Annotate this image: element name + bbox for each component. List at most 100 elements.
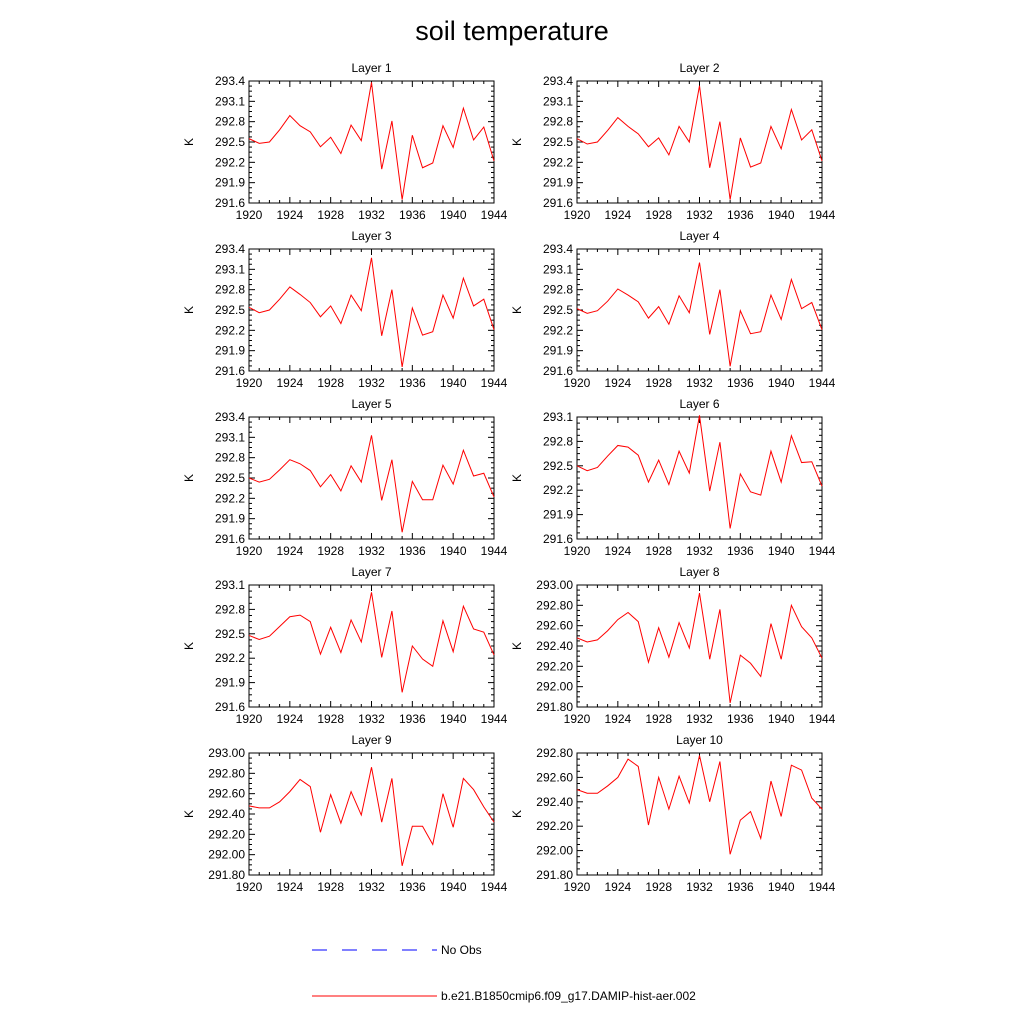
y-tick-label: 292.8 [215, 451, 245, 465]
x-tick-label: 1928 [645, 208, 672, 222]
x-tick-label: 1932 [686, 376, 713, 390]
x-tick-label: 1936 [727, 208, 754, 222]
y-tick-label: 292.8 [215, 283, 245, 297]
y-tick-label: 291.80 [536, 700, 573, 714]
x-tick-label: 1944 [809, 544, 836, 558]
x-tick-label: 1928 [317, 544, 344, 558]
panel-8: Layer 8 K 1920 1924 1928 1932 1936 1940 1944 291.… [510, 565, 836, 726]
series-line [248, 767, 495, 866]
y-tick-label: 293.1 [215, 430, 245, 444]
panel-title: Layer 7 [351, 565, 391, 579]
y-tick-label: 291.6 [215, 700, 245, 714]
panel-7: Layer 7 K 1920 1924 1928 1932 1936 1940 1944 291.… [182, 565, 508, 726]
y-tick-label: 292.60 [536, 770, 573, 784]
y-tick-label: 292.80 [536, 746, 573, 760]
x-tick-label: 1924 [276, 712, 303, 726]
y-tick-label: 292.20 [536, 819, 573, 833]
y-tick-label: 292.2 [215, 323, 245, 337]
series-line [576, 593, 823, 704]
y-axis-label: K [182, 306, 196, 314]
y-tick-label: 292.5 [543, 303, 573, 317]
x-tick-label: 1920 [564, 712, 591, 726]
y-tick-label: 291.9 [215, 676, 245, 690]
panel-title: Layer 2 [679, 61, 719, 75]
x-tick-label: 1932 [686, 880, 713, 894]
panel-title: Layer 9 [351, 733, 391, 747]
legend: No Obs b.e21.B1850cmip6.f09_g17.DAMIP-hi… [312, 943, 696, 1003]
y-tick-label: 292.40 [536, 795, 573, 809]
y-tick-label: 293.4 [215, 74, 245, 88]
x-tick-label: 1932 [686, 208, 713, 222]
x-tick-label: 1944 [481, 880, 508, 894]
y-tick-label: 293.1 [215, 578, 245, 592]
x-tick-label: 1940 [768, 376, 795, 390]
x-tick-label: 1936 [399, 880, 426, 894]
x-tick-label: 1932 [358, 544, 385, 558]
x-tick-label: 1932 [686, 712, 713, 726]
y-tick-label: 293.4 [215, 242, 245, 256]
y-tick-label: 293.1 [543, 94, 573, 108]
y-tick-label: 292.5 [543, 459, 573, 473]
x-tick-label: 1944 [809, 208, 836, 222]
panel-6: Layer 6 K 1920 1924 1928 1932 1936 1940 1944 291.… [510, 397, 836, 558]
x-tick-label: 1936 [399, 376, 426, 390]
y-tick-label: 291.6 [215, 364, 245, 378]
y-tick-label: 292.8 [215, 115, 245, 129]
x-tick-label: 1932 [686, 544, 713, 558]
y-axis-label: K [510, 474, 524, 482]
x-tick-label: 1928 [317, 880, 344, 894]
y-tick-label: 292.80 [208, 766, 245, 780]
series-line [576, 415, 823, 529]
series-line [248, 592, 495, 693]
x-tick-label: 1928 [645, 376, 672, 390]
y-tick-label: 291.9 [215, 512, 245, 526]
x-tick-label: 1920 [236, 208, 263, 222]
y-tick-label: 292.40 [536, 639, 573, 653]
y-tick-label: 291.80 [208, 868, 245, 882]
plot-frame [248, 752, 495, 876]
panel-title: Layer 1 [351, 61, 391, 75]
x-tick-label: 1932 [358, 376, 385, 390]
y-tick-label: 291.6 [215, 532, 245, 546]
x-tick-label: 1924 [276, 880, 303, 894]
panel-3: Layer 3 K 1920 1924 1928 1932 1936 1940 1944 291.… [182, 229, 508, 390]
x-tick-label: 1928 [645, 880, 672, 894]
panel-title: Layer 5 [351, 397, 391, 411]
plot-frame [576, 584, 823, 708]
x-tick-label: 1944 [809, 712, 836, 726]
panel-title: Layer 6 [679, 397, 719, 411]
panel-2: Layer 2 K 1920 1924 1928 1932 1936 1940 1944 291.… [510, 61, 836, 222]
x-tick-label: 1940 [768, 712, 795, 726]
panel-4: Layer 4 K 1920 1924 1928 1932 1936 1940 1944 291.… [510, 229, 836, 390]
x-tick-label: 1944 [481, 544, 508, 558]
x-tick-label: 1920 [564, 544, 591, 558]
panel-1: Layer 1 K 1920 1924 1928 1932 1936 1940 1944 291.… [182, 61, 508, 222]
y-axis-label: K [182, 138, 196, 146]
y-axis-label: K [510, 306, 524, 314]
y-tick-label: 291.6 [543, 364, 573, 378]
y-tick-label: 292.60 [208, 787, 245, 801]
x-tick-label: 1944 [481, 712, 508, 726]
y-axis-label: K [182, 642, 196, 650]
series-line [576, 262, 823, 367]
y-tick-label: 291.9 [543, 508, 573, 522]
x-tick-label: 1940 [768, 880, 795, 894]
x-tick-label: 1924 [604, 880, 631, 894]
y-tick-label: 293.1 [215, 94, 245, 108]
x-tick-label: 1920 [236, 880, 263, 894]
y-tick-label: 293.4 [543, 242, 573, 256]
x-tick-label: 1924 [604, 376, 631, 390]
x-tick-label: 1924 [276, 376, 303, 390]
x-tick-label: 1928 [317, 208, 344, 222]
x-tick-label: 1936 [727, 544, 754, 558]
x-tick-label: 1920 [564, 208, 591, 222]
y-tick-label: 292.8 [215, 602, 245, 616]
x-tick-label: 1924 [604, 208, 631, 222]
x-tick-label: 1944 [481, 208, 508, 222]
x-tick-label: 1928 [645, 544, 672, 558]
figure-title: soil temperature [415, 16, 609, 46]
x-tick-label: 1940 [440, 376, 467, 390]
y-tick-label: 293.00 [536, 578, 573, 592]
x-tick-label: 1924 [604, 544, 631, 558]
x-tick-label: 1940 [440, 208, 467, 222]
